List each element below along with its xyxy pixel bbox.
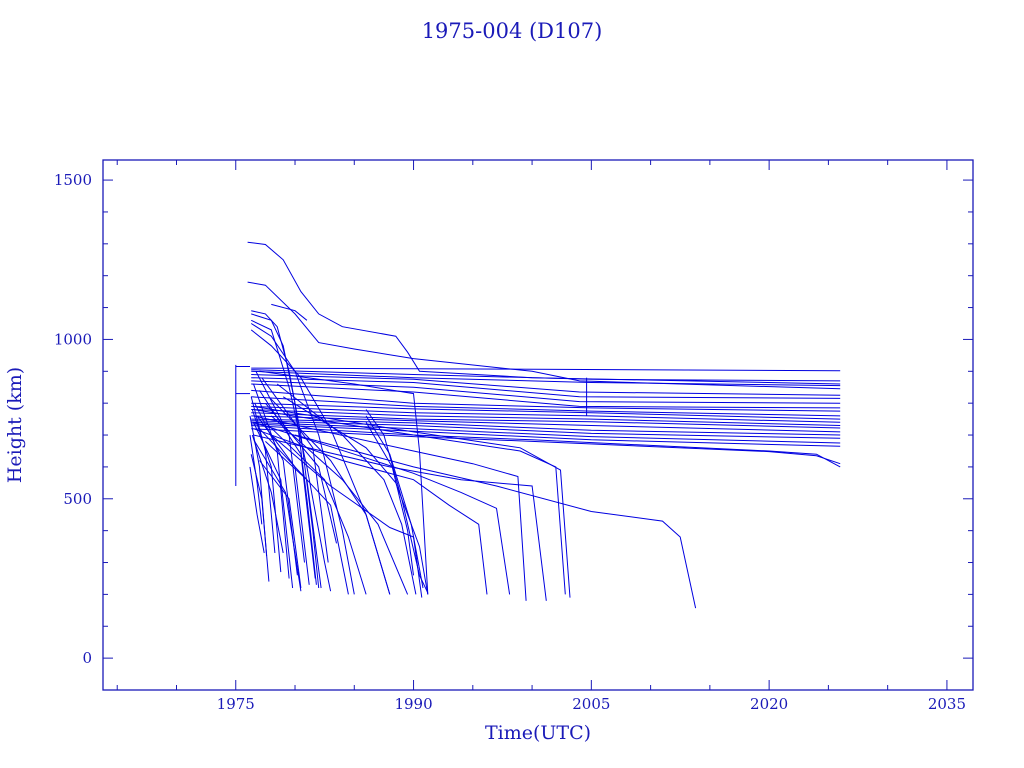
series-line-d24 bbox=[365, 415, 424, 589]
series-line-d6 bbox=[251, 434, 284, 554]
series-line-d13 bbox=[259, 390, 316, 579]
series-line-d3 bbox=[250, 454, 270, 582]
y-tick-label: 0 bbox=[82, 649, 92, 667]
series-line-d26 bbox=[253, 428, 488, 595]
series-line-p15 bbox=[251, 418, 841, 436]
series-line-d4 bbox=[250, 396, 276, 554]
y-tick-label: 1500 bbox=[54, 171, 92, 189]
series-line-p11 bbox=[251, 405, 841, 423]
x-tick-label: 2035 bbox=[928, 695, 966, 713]
series-line-d15 bbox=[261, 377, 329, 563]
series-line-p4 bbox=[251, 374, 841, 396]
series-line-d36 bbox=[249, 466, 265, 554]
series-line-h8 bbox=[271, 303, 308, 321]
series-line-d16 bbox=[265, 402, 337, 544]
x-tick-label: 1990 bbox=[394, 695, 432, 713]
series-line-p19 bbox=[251, 425, 841, 468]
series-line-p8 bbox=[251, 389, 841, 412]
series-line-p5 bbox=[251, 377, 841, 399]
y-axis-label: Height (km) bbox=[4, 367, 26, 483]
series-line-d35 bbox=[259, 460, 302, 589]
series-line-h6 bbox=[250, 323, 355, 595]
series-line-d10 bbox=[254, 441, 302, 592]
series-line-d17 bbox=[265, 421, 367, 595]
series-line-d34 bbox=[265, 441, 349, 595]
series-line-d25 bbox=[365, 422, 414, 576]
series-line-d28 bbox=[253, 415, 527, 601]
series-line-d7 bbox=[253, 383, 290, 579]
series-line-d11 bbox=[255, 371, 305, 563]
plot-frame bbox=[102, 159, 974, 691]
series-line-p1 bbox=[251, 367, 841, 372]
series-line-p9 bbox=[251, 396, 841, 417]
series-line-p13 bbox=[251, 412, 841, 429]
series-line-h4 bbox=[251, 313, 317, 585]
series-line-p3 bbox=[251, 370, 841, 387]
series-line-h3 bbox=[251, 310, 320, 589]
series-line-d27 bbox=[253, 421, 511, 595]
series-line-p12 bbox=[251, 409, 841, 426]
series-line-d29 bbox=[253, 434, 547, 601]
series-line-d32 bbox=[294, 434, 697, 609]
x-tick-label: 1975 bbox=[217, 695, 255, 713]
x-tick-label: 2005 bbox=[572, 695, 610, 713]
series-line-h2 bbox=[247, 281, 841, 390]
series-line-d30 bbox=[253, 409, 566, 595]
series-line-d31 bbox=[253, 405, 571, 598]
series-line-h1 bbox=[247, 241, 841, 385]
series-line-p16 bbox=[251, 420, 841, 439]
series-line-p14 bbox=[251, 415, 841, 433]
tick-layer: 1975 1990 2005 2020 2035 0 500 1000 1500 bbox=[54, 160, 973, 713]
series-line-p17 bbox=[251, 421, 841, 444]
series-line-p20 bbox=[251, 428, 841, 465]
series-line-p10 bbox=[251, 402, 841, 420]
x-tick-label: 2020 bbox=[750, 695, 788, 713]
series-line-p6 bbox=[251, 380, 841, 404]
series-line-p7 bbox=[251, 383, 841, 409]
series-line-d20 bbox=[270, 434, 423, 598]
series-line-p2 bbox=[251, 369, 841, 382]
series-line-d21 bbox=[276, 383, 417, 595]
series-line-d1 bbox=[249, 434, 263, 525]
series-layer bbox=[235, 241, 841, 609]
y-tick-label: 500 bbox=[63, 490, 92, 508]
series-line-d5 bbox=[251, 409, 282, 573]
chart-title: 1975-004 (D107) bbox=[422, 19, 603, 43]
x-axis-label: Time(UTC) bbox=[485, 722, 591, 744]
series-line-d8 bbox=[253, 422, 294, 589]
series-line-d33 bbox=[259, 370, 429, 595]
y-tick-label: 1000 bbox=[54, 330, 92, 348]
